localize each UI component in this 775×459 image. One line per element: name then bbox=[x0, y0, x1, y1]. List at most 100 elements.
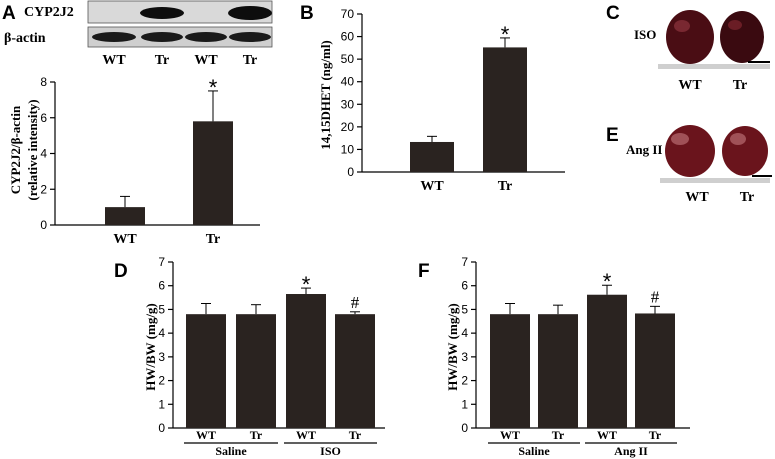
y-tick-label: 20 bbox=[341, 120, 355, 134]
bar bbox=[105, 207, 145, 225]
y-tick-label: 50 bbox=[341, 52, 355, 66]
photo-label: WT bbox=[678, 78, 702, 93]
hash-marker: # bbox=[351, 293, 360, 312]
significance-star: * bbox=[302, 272, 311, 297]
hash-marker: # bbox=[651, 287, 660, 306]
x-category-label: WT bbox=[113, 232, 137, 247]
bar bbox=[286, 294, 326, 428]
heart-image bbox=[722, 126, 768, 176]
photo-label: WT bbox=[685, 190, 709, 205]
photo-label: Tr bbox=[740, 190, 755, 205]
photo-label: Tr bbox=[733, 78, 748, 93]
group-label: ISO bbox=[320, 444, 341, 458]
y-tick-label: 5 bbox=[461, 302, 468, 316]
y-tick-label: 1 bbox=[461, 397, 468, 411]
y-tick-label: 4 bbox=[461, 326, 468, 340]
y-tick-label: 60 bbox=[341, 30, 355, 44]
blot-row-label-beta-actin: β-actin bbox=[4, 31, 46, 46]
photo-condition-label: ISO bbox=[634, 27, 656, 42]
heart-photo-iso: ISO WT Tr bbox=[634, 10, 770, 93]
y-axis-title-line1: CYP2J2/β-actin bbox=[8, 105, 23, 194]
y-tick-label: 0 bbox=[158, 421, 165, 435]
bar bbox=[410, 141, 454, 172]
heart-image bbox=[665, 125, 715, 177]
panel-a-bar-chart: 0 2 4 6 8 WT * Tr bbox=[40, 75, 260, 247]
y-tick-label: 3 bbox=[158, 350, 165, 364]
ruler bbox=[658, 64, 770, 69]
blot-band bbox=[141, 32, 183, 42]
blot-band bbox=[185, 32, 227, 42]
blot-band bbox=[228, 6, 272, 20]
bar bbox=[483, 47, 527, 172]
group-label: Saline bbox=[518, 444, 550, 458]
photo-condition-label: Ang II bbox=[626, 142, 663, 157]
significance-star: * bbox=[501, 22, 510, 47]
x-category-label: Tr bbox=[349, 428, 362, 442]
bar bbox=[335, 314, 375, 428]
x-category-label: Tr bbox=[552, 428, 565, 442]
heart-photo-ang-ii: Ang II WT Tr bbox=[626, 125, 772, 205]
y-tick-label: 5 bbox=[158, 302, 165, 316]
panel-b-bar-chart: 0 10 20 30 40 50 60 70 WT * Tr bbox=[341, 7, 565, 194]
heart-highlight bbox=[671, 133, 689, 145]
y-tick-label: 3 bbox=[461, 350, 468, 364]
panel-b-y-axis-title: 14,15DHET (ng/ml) bbox=[318, 40, 333, 150]
y-axis-title-line2: (relative intensity) bbox=[25, 99, 40, 200]
x-category-label: Tr bbox=[206, 232, 221, 247]
y-tick-label: 6 bbox=[461, 279, 468, 293]
y-tick-label: 0 bbox=[347, 165, 354, 179]
y-tick-label: 10 bbox=[341, 142, 355, 156]
blot-band bbox=[229, 32, 271, 42]
y-tick-label: 40 bbox=[341, 75, 355, 89]
bar bbox=[587, 294, 627, 428]
bar bbox=[635, 313, 675, 428]
blot-band bbox=[140, 7, 184, 19]
heart-highlight bbox=[674, 20, 690, 32]
bar bbox=[193, 121, 233, 225]
x-category-label: WT bbox=[500, 428, 520, 442]
y-tick-label: 8 bbox=[40, 75, 47, 89]
panel-f-y-axis-title: HW/BW (mg/g) bbox=[445, 303, 460, 391]
x-category-label: WT bbox=[420, 179, 444, 194]
blot-band bbox=[92, 32, 136, 42]
y-tick-label: 7 bbox=[461, 255, 468, 269]
y-tick-label: 7 bbox=[158, 255, 165, 269]
heart-image bbox=[666, 10, 714, 64]
x-category-label: WT bbox=[296, 428, 316, 442]
y-tick-label: 6 bbox=[158, 279, 165, 293]
ruler bbox=[660, 178, 770, 183]
y-tick-label: 2 bbox=[40, 182, 47, 196]
y-tick-label: 2 bbox=[158, 374, 165, 388]
x-category-label: Tr bbox=[498, 179, 513, 194]
x-category-label: WT bbox=[196, 428, 216, 442]
bar bbox=[186, 314, 226, 428]
significance-star: * bbox=[209, 75, 218, 100]
blot-row-label-cyp2j2: CYP2J2 bbox=[24, 5, 74, 20]
y-tick-label: 0 bbox=[40, 218, 47, 232]
group-label: Ang II bbox=[614, 444, 648, 458]
bar bbox=[538, 314, 578, 428]
group-label: Saline bbox=[215, 444, 247, 458]
bar bbox=[236, 314, 276, 428]
x-category-label: Tr bbox=[649, 428, 662, 442]
panel-a-y-axis-title: CYP2J2/β-actin (relative intensity) bbox=[8, 99, 40, 200]
y-tick-label: 2 bbox=[461, 374, 468, 388]
panel-d-y-axis-title: HW/BW (mg/g) bbox=[143, 303, 158, 391]
y-tick-label: 1 bbox=[158, 397, 165, 411]
panel-letter-b: B bbox=[300, 3, 314, 24]
panel-letter-e: E bbox=[606, 125, 619, 146]
y-tick-label: 70 bbox=[341, 7, 355, 21]
bar bbox=[490, 314, 530, 428]
y-tick-label: 4 bbox=[40, 147, 47, 161]
y-tick-label: 4 bbox=[158, 326, 165, 340]
panel-letter-c: C bbox=[606, 3, 620, 24]
significance-star: * bbox=[603, 269, 612, 294]
blot-lane-label: WT bbox=[102, 53, 126, 68]
western-blot: CYP2J2 β-actin WT Tr WT Tr bbox=[4, 0, 273, 68]
panel-letter-a: A bbox=[2, 3, 16, 24]
blot-lane-label: WT bbox=[194, 53, 218, 68]
blot-lane-label: Tr bbox=[155, 53, 170, 68]
